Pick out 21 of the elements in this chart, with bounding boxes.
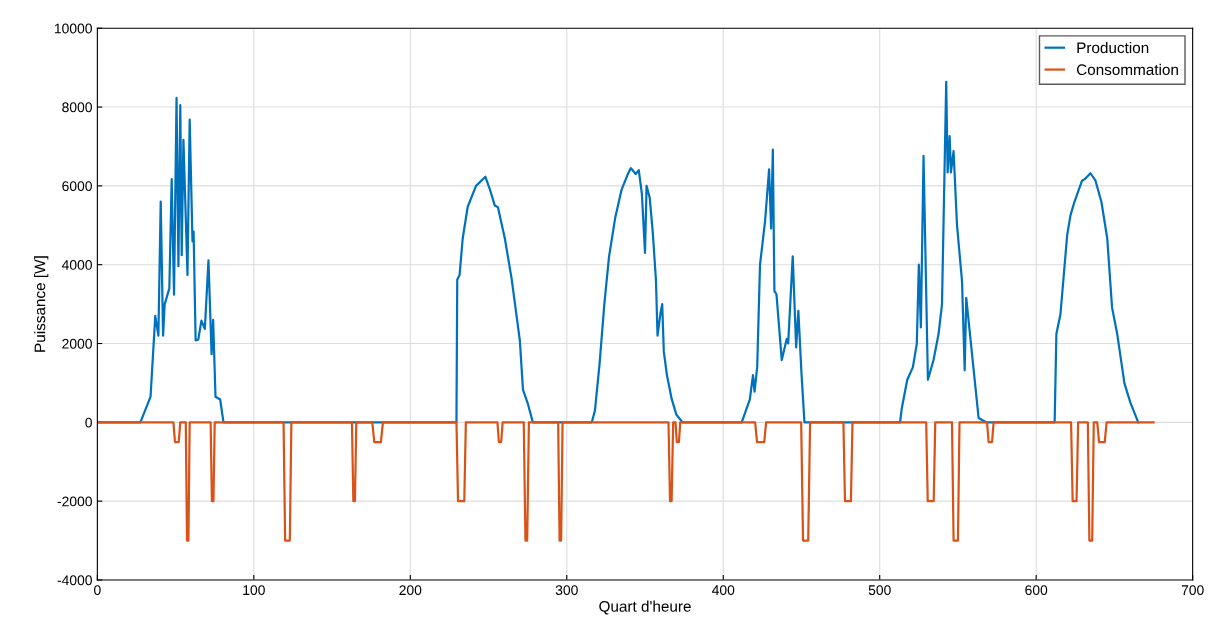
x-tick-label: 400: [711, 585, 735, 596]
x-axis-title: Quart d'heure: [599, 600, 691, 615]
y-tick-label: -2000: [57, 496, 92, 507]
x-tick-label: 600: [1025, 585, 1048, 596]
x-tick-label: 700: [1181, 585, 1204, 596]
x-tick-label: 200: [399, 585, 422, 596]
y-tick-label: 0: [85, 417, 92, 428]
y-tick-label: 8000: [62, 102, 92, 113]
x-tick-label: 300: [555, 585, 578, 596]
line-series: [97, 421, 1155, 542]
y-tick-label: 10000: [54, 23, 92, 34]
y-tick-label: 2000: [62, 338, 92, 349]
x-tick-label: 500: [868, 585, 891, 596]
y-tick-label: 4000: [61, 260, 92, 270]
y-axis-title: Puissance [W]: [34, 256, 49, 352]
x-tick-label: 0: [94, 585, 101, 596]
y-tick-label: -4000: [57, 575, 92, 586]
legend-label: Production: [1077, 41, 1149, 54]
legend-label: Consommation: [1076, 63, 1178, 76]
x-tick-label: 100: [243, 585, 265, 596]
y-tick-label: 6000: [62, 181, 92, 192]
